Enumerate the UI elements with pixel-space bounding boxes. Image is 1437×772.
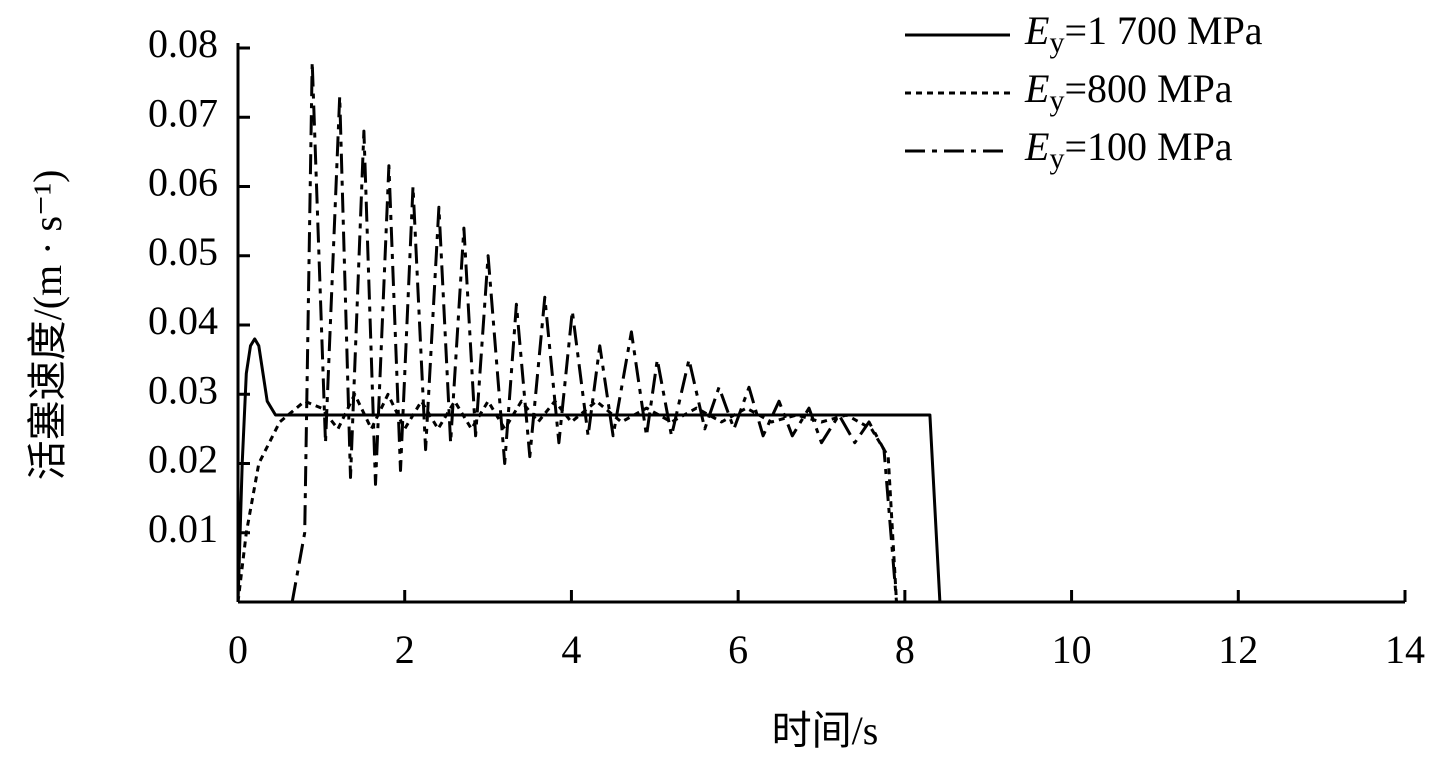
y-tick-label: 0.03 bbox=[148, 367, 218, 412]
x-tick-label: 4 bbox=[561, 627, 581, 672]
x-tick-label: 12 bbox=[1218, 627, 1258, 672]
legend-label: Ey=1 700 MPa bbox=[1024, 8, 1263, 59]
x-tick-label: 2 bbox=[395, 627, 415, 672]
series-line bbox=[236, 337, 972, 604]
y-tick-label: 0.07 bbox=[148, 90, 218, 135]
x-tick-label: 6 bbox=[728, 627, 748, 672]
y-tick-label: 0.08 bbox=[148, 21, 218, 66]
x-tick-label: 8 bbox=[895, 627, 915, 672]
series-line bbox=[290, 60, 898, 603]
y-tick-label: 0.02 bbox=[148, 437, 218, 482]
x-tick-label: 10 bbox=[1052, 627, 1092, 672]
y-axis-label: 活塞速度/(m · s⁻¹) bbox=[25, 170, 70, 481]
x-tick-label: 14 bbox=[1385, 627, 1425, 672]
x-tick-label: 0 bbox=[228, 627, 248, 672]
y-tick-label: 0.01 bbox=[148, 506, 218, 551]
series-line bbox=[236, 392, 898, 603]
legend-label: Ey=800 MPa bbox=[1024, 66, 1233, 117]
y-tick-label: 0.05 bbox=[148, 229, 218, 274]
legend-label: Ey=100 MPa bbox=[1024, 124, 1233, 175]
y-tick-label: 0.04 bbox=[148, 298, 218, 343]
x-axis-label: 时间/s bbox=[772, 708, 879, 753]
y-tick-label: 0.06 bbox=[148, 160, 218, 205]
